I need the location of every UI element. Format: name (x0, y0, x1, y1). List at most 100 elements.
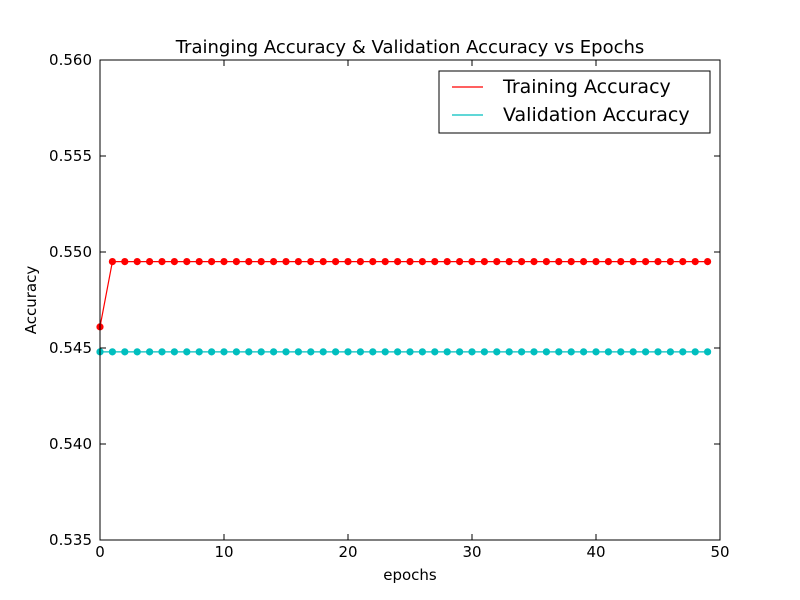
series-1-point-45 (654, 348, 662, 356)
x-tick-label-1: 10 (214, 543, 233, 561)
series-0-point-41 (604, 257, 613, 266)
series-0-point-27 (431, 257, 439, 266)
series-1-point-15 (282, 348, 290, 356)
series-0-point-48 (691, 257, 699, 266)
series-1-point-2 (121, 348, 129, 356)
y-tick-label-2: 0.545 (49, 339, 92, 357)
series-1-point-31 (480, 348, 488, 356)
series-1-point-20 (344, 348, 352, 356)
series-0-point-46 (666, 257, 675, 266)
series-1-point-33 (505, 348, 513, 356)
series-1-point-42 (617, 348, 625, 356)
series-1-point-34 (517, 348, 526, 356)
plot-frame (99, 59, 721, 541)
x-tick-label-3: 30 (462, 543, 481, 561)
series-1-point-14 (269, 348, 278, 356)
series-0-point-36 (542, 257, 551, 266)
x-tick-label-5: 50 (710, 543, 729, 561)
series-1-point-17 (307, 348, 315, 356)
series-1-point-4 (146, 348, 154, 356)
series-0-point-42 (617, 257, 625, 266)
series-0-point-3 (133, 257, 141, 266)
series-0-point-40 (592, 257, 600, 266)
series-0-point-6 (170, 257, 178, 266)
series-1-point-49 (703, 348, 712, 356)
y-axis-label: Accuracy (22, 266, 40, 335)
series-0-point-21 (356, 257, 364, 266)
y-tick-label-4: 0.555 (49, 147, 92, 165)
x-tick-label-2: 20 (338, 543, 357, 561)
y-tick-label-0: 0.535 (49, 531, 92, 549)
series-0-point-7 (183, 257, 191, 266)
series-1-point-25 (406, 348, 414, 356)
series-0-point-28 (443, 257, 451, 266)
series-1-point-21 (356, 348, 364, 356)
series-0-point-16 (294, 257, 302, 266)
series-0-point-5 (158, 257, 166, 266)
series-0-point-12 (245, 257, 253, 266)
series-0-point-30 (468, 257, 476, 266)
series-0-point-13 (257, 257, 265, 266)
series-1-point-5 (158, 348, 166, 356)
series-0-point-22 (369, 257, 377, 266)
y-tick-label-1: 0.540 (49, 435, 92, 453)
y-tick-label-3: 0.550 (49, 243, 92, 261)
series-1-point-41 (604, 348, 613, 356)
series-1-point-40 (592, 348, 600, 356)
series-0-point-4 (146, 257, 154, 266)
series-0-point-26 (418, 257, 426, 266)
series-1-point-29 (455, 348, 464, 356)
y-tick-label-5: 0.560 (49, 51, 92, 69)
series-1-point-22 (369, 348, 377, 356)
series-1-point-10 (220, 348, 228, 356)
series-1-point-36 (542, 348, 551, 356)
series-1-point-46 (666, 348, 675, 356)
series-1-point-43 (629, 348, 637, 356)
series-1-point-38 (567, 348, 575, 356)
series-1-point-30 (468, 348, 476, 356)
series-1-point-27 (431, 348, 439, 356)
series-1-point-19 (331, 348, 340, 356)
legend-label-training-accuracy: Training Accuracy (502, 76, 671, 98)
series-0-point-9 (208, 257, 216, 266)
series-1-point-8 (195, 348, 203, 356)
series-1-point-3 (133, 348, 141, 356)
series-0-point-39 (579, 257, 588, 266)
series-0-point-44 (641, 257, 650, 266)
series-0-point-43 (629, 257, 637, 266)
series-0-point-8 (195, 257, 203, 266)
series-1-point-6 (170, 348, 178, 356)
series-0-point-45 (654, 257, 662, 266)
series-0-point-25 (406, 257, 414, 266)
series-0-point-29 (455, 257, 464, 266)
legend-label-validation-accuracy: Validation Accuracy (503, 104, 690, 126)
series-0-point-15 (282, 257, 290, 266)
legend: Training Accuracy Validation Accuracy (438, 70, 711, 134)
series-0-point-10 (220, 257, 228, 266)
chart-title: Trainging Accuracy & Validation Accuracy… (175, 37, 645, 58)
series-1-point-28 (443, 348, 451, 356)
series-1-point-7 (183, 348, 191, 356)
series-0-point-23 (381, 257, 389, 266)
series-0-point-32 (493, 257, 501, 266)
series-1-point-1 (108, 348, 117, 356)
series-0-point-18 (319, 257, 327, 266)
series-0-point-19 (331, 257, 340, 266)
series-0-point-37 (555, 257, 563, 266)
series-0-point-17 (307, 257, 315, 266)
series-1-point-37 (555, 348, 563, 356)
series-1-point-11 (232, 348, 240, 356)
series-0-point-38 (567, 257, 575, 266)
legend-box (438, 70, 711, 134)
series-1-point-47 (679, 348, 687, 356)
series-0-point-31 (480, 257, 488, 266)
series-0-point-47 (679, 257, 687, 266)
series-1-point-26 (418, 348, 426, 356)
x-tick-label-4: 40 (586, 543, 605, 561)
series-1-point-32 (493, 348, 501, 356)
series-0-point-14 (269, 257, 278, 266)
series-1-point-44 (641, 348, 650, 356)
series-1-point-24 (393, 348, 402, 356)
